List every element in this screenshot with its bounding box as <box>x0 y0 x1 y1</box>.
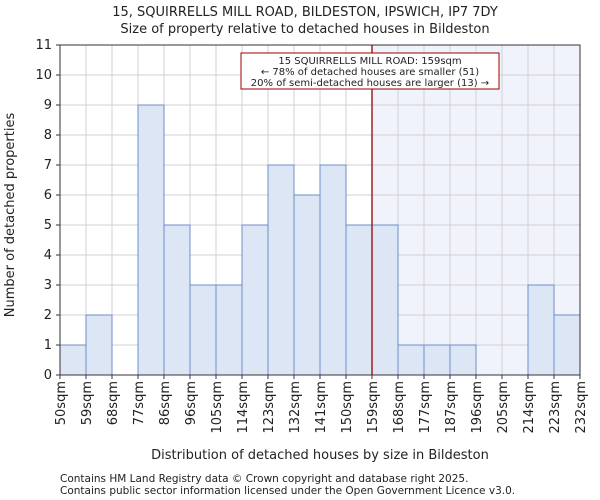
x-tick-label: 68sqm <box>106 381 121 425</box>
x-tick-label: 141sqm <box>314 381 329 434</box>
bar <box>59 344 87 376</box>
x-tick-label: 132sqm <box>288 381 303 434</box>
y-tick-label: 9 <box>44 98 52 113</box>
bar <box>241 224 269 376</box>
y-tick-label: 8 <box>44 128 52 143</box>
y-tick-label: 1 <box>44 338 52 353</box>
y-tick-label: 5 <box>44 218 52 233</box>
bar <box>423 344 451 376</box>
chart-title: 15, SQUIRRELLS MILL ROAD, BILDESTON, IPS… <box>112 5 498 20</box>
bar <box>319 164 347 376</box>
x-tick-label: 177sqm <box>418 381 433 434</box>
x-tick-label: 50sqm <box>54 381 69 425</box>
x-tick-label: 96sqm <box>184 381 199 425</box>
plot-area: 0 1 2 3 4 5 6 7 8 9 10 11 50sqm 59sqm 68sqm 77sqm 86sqm 9… <box>35 38 589 434</box>
y-tick-label: 4 <box>44 248 52 263</box>
y-tick-label: 6 <box>44 188 52 203</box>
x-tick-label: 114sqm <box>236 381 251 434</box>
x-tick-label: 223sqm <box>548 381 563 434</box>
x-tick-label: 77sqm <box>132 381 147 425</box>
x-tick-label: 86sqm <box>158 381 173 425</box>
y-tick-label: 11 <box>35 38 52 53</box>
x-tick-label: 150sqm <box>340 381 355 434</box>
bar <box>163 224 191 376</box>
x-tick-label: 105sqm <box>210 381 225 434</box>
x-tick-label: 187sqm <box>444 381 459 434</box>
bar <box>215 284 243 376</box>
bar <box>189 284 217 376</box>
annotation-line-1: 15 SQUIRRELLS MILL ROAD: 159sqm <box>278 56 461 67</box>
annotation-box <box>240 52 500 90</box>
bar <box>371 224 399 376</box>
annotation-line-3: 20% of semi-detached houses are larger (… <box>251 78 489 89</box>
bar <box>553 314 581 376</box>
x-tick-label: 205sqm <box>496 381 511 434</box>
bar <box>345 224 373 376</box>
y-tick-label: 2 <box>44 308 52 323</box>
footer-line-1: Contains HM Land Registry data © Crown c… <box>60 473 468 485</box>
y-tick-label: 0 <box>44 368 52 383</box>
bar <box>267 164 295 376</box>
footer-line-2: Contains public sector information licen… <box>60 485 515 497</box>
x-tick-label: 196sqm <box>470 381 485 434</box>
x-tick-label: 168sqm <box>392 381 407 434</box>
bar <box>293 194 321 376</box>
y-tick-label: 10 <box>35 68 52 83</box>
y-axis-label: Number of detached properties <box>3 113 18 318</box>
bar <box>527 284 555 376</box>
x-tick-label: 214sqm <box>522 381 537 434</box>
x-tick-label: 59sqm <box>80 381 95 425</box>
x-tick-label: 232sqm <box>574 381 589 434</box>
annotation-line-2: ← 78% of detached houses are smaller (51… <box>261 67 479 78</box>
bar <box>449 344 477 376</box>
chart-subtitle: Size of property relative to detached ho… <box>120 22 489 37</box>
bar <box>397 344 425 376</box>
bar <box>137 104 165 376</box>
x-axis-label: Distribution of detached houses by size … <box>151 448 489 463</box>
x-tick-label: 159sqm <box>366 381 381 434</box>
y-tick-label: 3 <box>44 278 52 293</box>
y-tick-label: 7 <box>44 158 52 173</box>
bar <box>85 314 113 376</box>
x-tick-label: 123sqm <box>262 381 277 434</box>
